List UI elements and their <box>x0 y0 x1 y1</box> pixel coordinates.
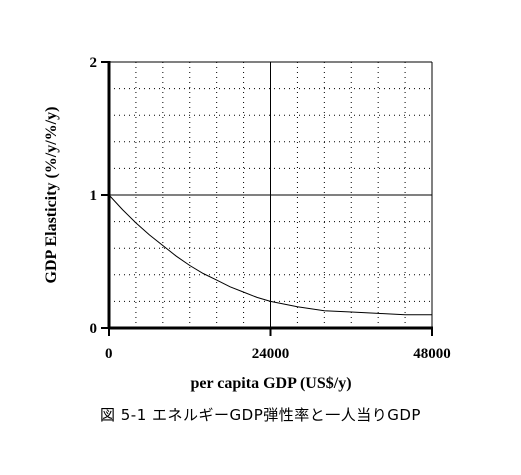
x-tick-label: 0 <box>105 346 113 362</box>
y-tick-label: 2 <box>90 55 98 71</box>
x-tick-label: 48000 <box>413 346 451 362</box>
series-line <box>108 194 432 316</box>
y-axis-title: GDP Elasticity (%/y/%/y) <box>43 107 60 284</box>
y-tick-label: 0 <box>90 321 98 337</box>
y-tick-label: 1 <box>90 188 98 204</box>
figure-caption: 図 5-1 エネルギーGDP弾性率と一人当りGDP <box>100 406 421 424</box>
x-tick-label: 24000 <box>252 346 290 362</box>
chart: 0 24000 48000 0 1 2 per capita GDP (US$/y) GD… <box>43 55 451 392</box>
ticks <box>101 61 433 336</box>
tick-labels: 0 24000 48000 0 1 2 <box>90 55 451 362</box>
x-axis-title: per capita GDP (US$/y) <box>190 375 351 392</box>
